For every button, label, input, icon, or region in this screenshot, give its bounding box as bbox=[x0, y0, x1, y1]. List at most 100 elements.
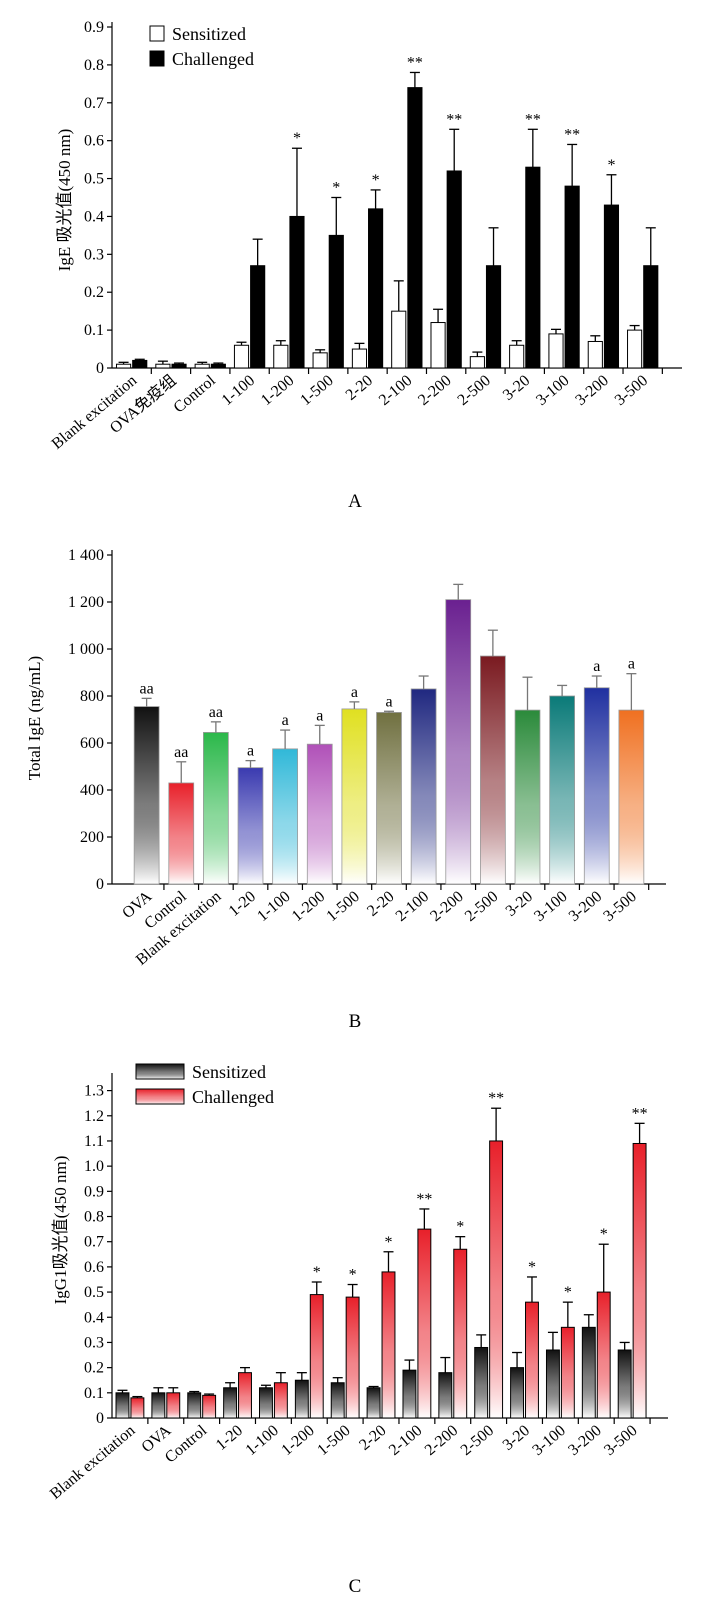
chart-c-xtick-label: 2-500 bbox=[458, 1422, 498, 1459]
bar bbox=[480, 655, 506, 885]
bar-sensitized bbox=[430, 322, 446, 369]
chart-b-xtick-label: 2-200 bbox=[427, 888, 467, 925]
significance-label: * bbox=[528, 1259, 536, 1276]
significance-label: * bbox=[564, 1284, 572, 1301]
legend-label: Challenged bbox=[172, 49, 254, 69]
chart-b-xtick-label: 2-100 bbox=[393, 888, 433, 925]
bar bbox=[237, 767, 264, 885]
chart-c-xtick-label: 2-200 bbox=[422, 1422, 462, 1459]
chart-c-xtick-label: 1-100 bbox=[242, 1422, 282, 1459]
chart-b-ytick-label: 0 bbox=[96, 876, 104, 893]
bar bbox=[583, 687, 610, 885]
bar bbox=[549, 695, 575, 885]
bar bbox=[168, 782, 195, 885]
chart-c: IgG1吸光值(450 nm) C 0 0.1 0.2 0.3 0.4 0.5 0.6 0.7… bbox=[47, 1062, 668, 1597]
chart-b-xtick-label: 2-500 bbox=[462, 888, 502, 925]
bar-challenged bbox=[489, 1140, 504, 1419]
chart-c-xtick-label: 1-500 bbox=[314, 1422, 354, 1459]
bar-challenged bbox=[564, 185, 580, 369]
significance-label: * bbox=[372, 172, 380, 189]
significance-label: * bbox=[456, 1219, 464, 1236]
significance-label: ** bbox=[488, 1090, 504, 1107]
bar-challenged bbox=[560, 1326, 575, 1419]
significance-label: ** bbox=[632, 1105, 648, 1122]
bar-challenged bbox=[596, 1291, 611, 1419]
chart-a-ytick-label: 0.2 bbox=[84, 284, 104, 301]
significance-label: * bbox=[607, 157, 615, 174]
bar-sensitized bbox=[155, 363, 171, 369]
bar bbox=[376, 712, 402, 885]
bar-challenged bbox=[446, 170, 462, 369]
chart-b-xtick-label: 1-200 bbox=[289, 888, 329, 925]
bar-challenged bbox=[328, 234, 344, 369]
bar bbox=[410, 688, 437, 885]
bar-sensitized bbox=[312, 352, 328, 369]
chart-c-ytick-label: 0.5 bbox=[84, 1284, 104, 1301]
bar-sensitized bbox=[115, 1392, 130, 1419]
bar-challenged bbox=[643, 265, 659, 369]
chart-c-xtick-label: 3-200 bbox=[565, 1422, 605, 1459]
bar-sensitized bbox=[469, 356, 485, 369]
significance-label: aa bbox=[174, 744, 188, 761]
chart-c-ytick-label: 0.1 bbox=[84, 1385, 104, 1402]
chart-a-ytick-label: 0.5 bbox=[84, 171, 104, 188]
chart-b-xtick-label: 2-20 bbox=[364, 888, 397, 920]
significance-label: aa bbox=[140, 680, 154, 697]
bar-sensitized bbox=[587, 340, 603, 369]
legend-label: Sensitized bbox=[192, 1062, 266, 1082]
chart-b-ylabel: Total IgE (ng/mL) bbox=[25, 656, 44, 780]
chart-a-ytick-label: 0.7 bbox=[84, 95, 104, 112]
significance-label: a bbox=[385, 693, 392, 710]
chart-a-ytick-label: 0.4 bbox=[84, 208, 104, 225]
bar-sensitized bbox=[294, 1379, 309, 1419]
chart-c-xtick-label: Control bbox=[162, 1422, 211, 1467]
chart-b-ytick-label: 400 bbox=[80, 782, 104, 799]
chart-c-ytick-label: 0.4 bbox=[84, 1309, 104, 1326]
bar-sensitized bbox=[151, 1392, 166, 1419]
chart-a-ytick-label: 0.8 bbox=[84, 57, 104, 74]
bar-sensitized bbox=[581, 1326, 596, 1419]
chart-b-ytick-label: 1 000 bbox=[68, 641, 104, 658]
significance-label: ** bbox=[564, 126, 580, 143]
chart-c-xtick-label: 2-20 bbox=[356, 1422, 389, 1454]
chart-b-ytick-label: 800 bbox=[80, 688, 104, 705]
bar-sensitized bbox=[509, 344, 525, 369]
chart-a-xtick-label: 1-200 bbox=[258, 372, 298, 409]
bar-sensitized bbox=[366, 1387, 381, 1419]
chart-a-ylabel: IgE 吸光值(450 nm) bbox=[55, 129, 74, 272]
bar bbox=[272, 748, 298, 885]
chart-c-ytick-label: 1.1 bbox=[84, 1133, 104, 1150]
bar-sensitized bbox=[273, 344, 289, 369]
chart-b-xtick-label: 3-500 bbox=[600, 888, 640, 925]
bar-challenged bbox=[130, 1397, 145, 1419]
bar-challenged bbox=[171, 363, 187, 369]
chart-a-xtick-label: 2-500 bbox=[454, 372, 494, 409]
bar-challenged bbox=[632, 1142, 647, 1419]
bar-sensitized bbox=[391, 310, 407, 369]
chart-b-xtick-label: 3-200 bbox=[566, 888, 606, 925]
chart-c-xtick-label: 3-500 bbox=[601, 1422, 641, 1459]
significance-label: aa bbox=[209, 704, 223, 721]
bar bbox=[133, 706, 160, 885]
legend-label: Sensitized bbox=[172, 24, 246, 44]
chart-b-xtick-label: 1-20 bbox=[226, 888, 259, 920]
chart-b: Total IgE (ng/mL) B 0 200 400 600 800 1 000 1 … bbox=[25, 547, 666, 1032]
significance-label: * bbox=[293, 130, 301, 147]
chart-c-xtick-label: 1-200 bbox=[278, 1422, 318, 1459]
bar-challenged bbox=[525, 166, 541, 369]
chart-a-xtick-label: 2-100 bbox=[376, 372, 416, 409]
bar-sensitized bbox=[351, 348, 368, 369]
chart-a-xtick-label: 2-20 bbox=[343, 372, 376, 404]
chart-c-ytick-label: 0.7 bbox=[84, 1234, 104, 1251]
bar-challenged bbox=[407, 87, 423, 369]
bar-sensitized bbox=[233, 344, 250, 369]
chart-b-ytick-label: 200 bbox=[80, 829, 104, 846]
bar-sensitized bbox=[194, 363, 210, 369]
bar-challenged bbox=[453, 1248, 468, 1419]
chart-a-xtick-label: 3-20 bbox=[500, 372, 533, 404]
bar-sensitized bbox=[187, 1392, 202, 1419]
chart-a-xtick-label: 3-500 bbox=[612, 372, 652, 409]
chart-a-xtick-label: 3-200 bbox=[572, 372, 612, 409]
chart-b-ytick-label: 1 200 bbox=[68, 594, 104, 611]
